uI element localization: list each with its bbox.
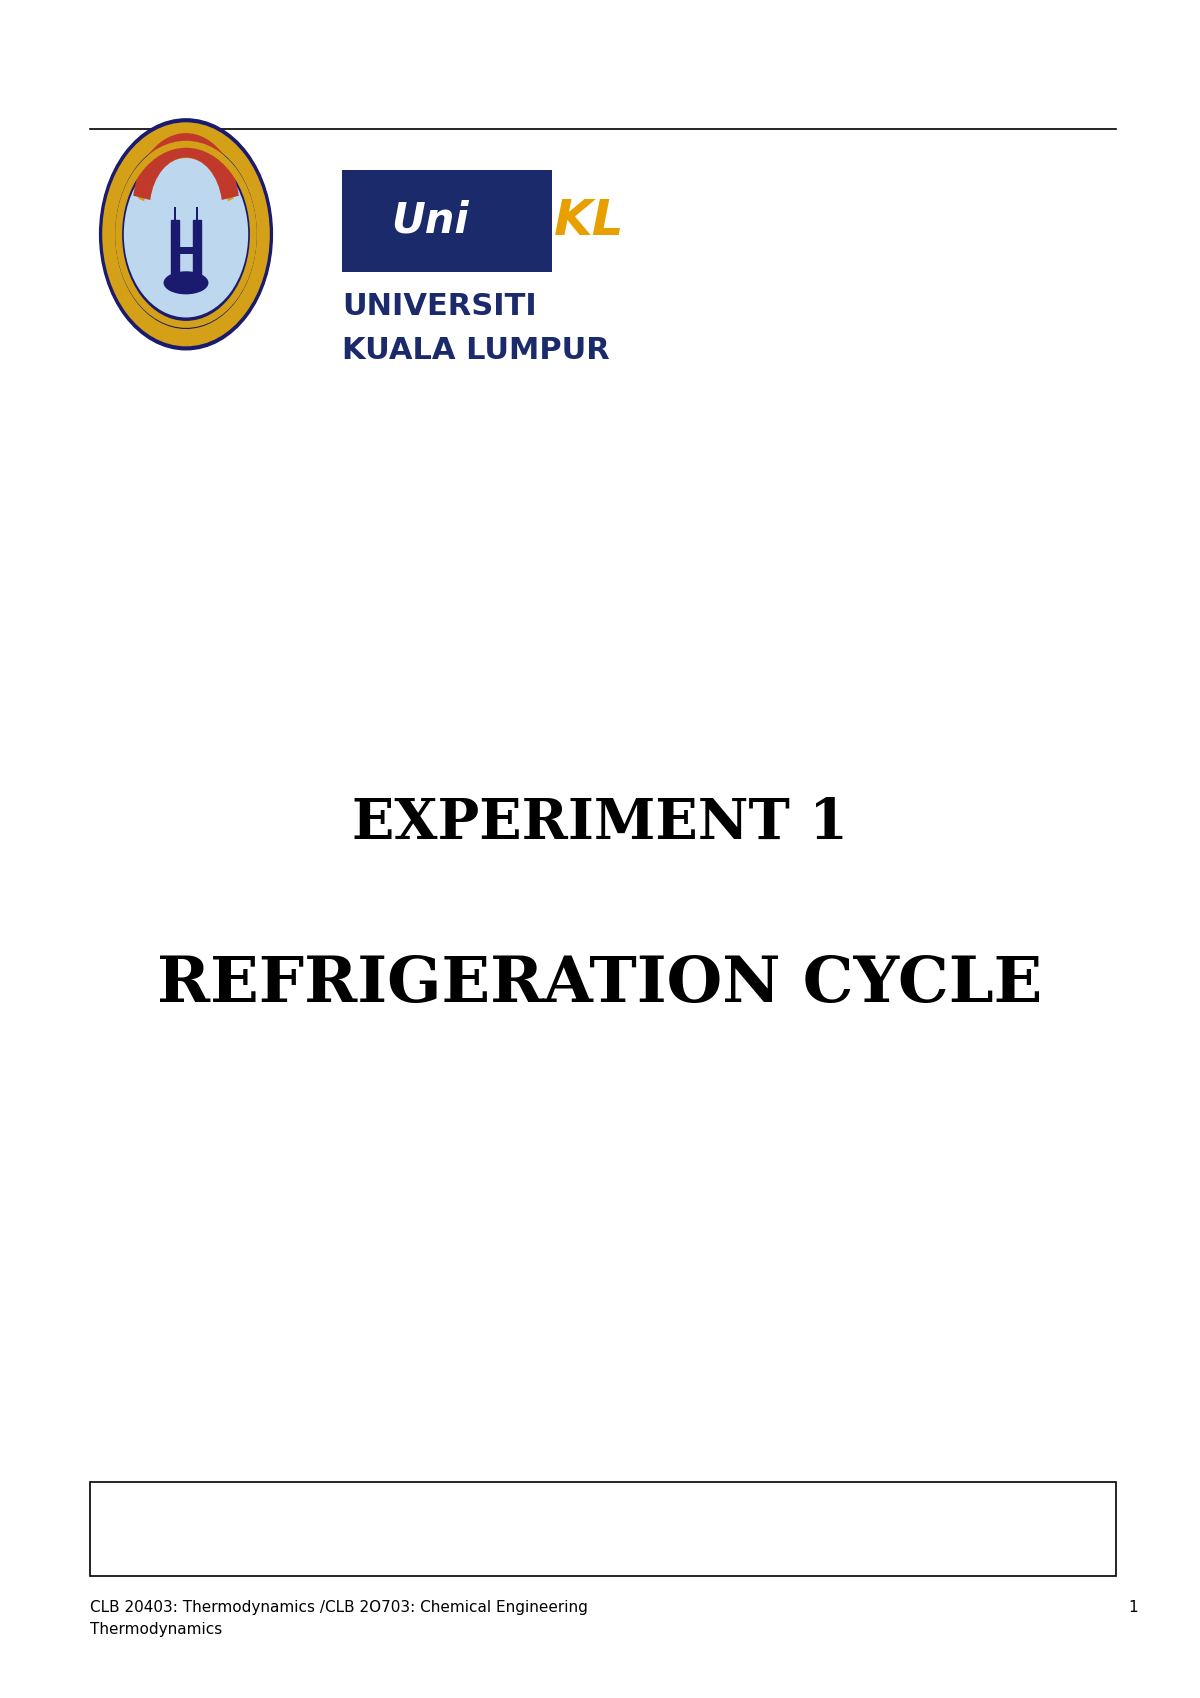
Text: KUALA LUMPUR: KUALA LUMPUR (342, 336, 610, 365)
FancyBboxPatch shape (197, 207, 198, 221)
Text: R: R (257, 258, 263, 263)
Text: Uni: Uni (391, 200, 469, 241)
Text: V: V (121, 290, 127, 295)
Ellipse shape (100, 119, 272, 350)
Text: I: I (116, 280, 122, 285)
Text: U: U (239, 299, 246, 306)
Text: EXPERIMENT 1: EXPERIMENT 1 (352, 796, 848, 851)
Text: 1: 1 (1128, 1600, 1138, 1615)
Text: T: T (157, 326, 162, 333)
Text: I: I (149, 323, 154, 328)
Text: KL: KL (554, 197, 625, 245)
Text: K: K (184, 333, 188, 338)
Text: L: L (233, 309, 239, 314)
Text: S: S (140, 316, 146, 321)
Text: E: E (127, 301, 133, 306)
FancyBboxPatch shape (170, 221, 179, 278)
Text: U: U (109, 258, 115, 263)
FancyBboxPatch shape (90, 1482, 1116, 1576)
Text: M: M (245, 290, 252, 297)
Ellipse shape (102, 122, 270, 346)
Text: N: N (113, 270, 119, 275)
Text: I: I (167, 331, 169, 336)
Wedge shape (138, 149, 234, 200)
Text: A: A (218, 321, 223, 328)
Text: L: L (210, 326, 215, 333)
Text: CLB 20403: Thermodynamics /CLB 2O703: Chemical Engineering
Thermodynamics: CLB 20403: Thermodynamics /CLB 2O703: Ch… (90, 1600, 588, 1637)
Text: UNIVERSITI: UNIVERSITI (342, 292, 536, 321)
Text: P: P (250, 280, 256, 285)
Wedge shape (133, 132, 239, 200)
Ellipse shape (124, 151, 248, 318)
Text: R: R (133, 307, 139, 314)
Text: U: U (193, 333, 197, 338)
FancyBboxPatch shape (179, 246, 193, 255)
FancyBboxPatch shape (193, 221, 202, 278)
Text: REFRIGERATION CYCLE: REFRIGERATION CYCLE (157, 954, 1043, 1015)
Ellipse shape (163, 272, 209, 294)
Text: U: U (253, 270, 259, 275)
Text: A: A (202, 329, 206, 336)
FancyBboxPatch shape (342, 170, 552, 272)
Ellipse shape (115, 139, 257, 329)
FancyBboxPatch shape (174, 207, 175, 221)
Wedge shape (136, 141, 236, 197)
